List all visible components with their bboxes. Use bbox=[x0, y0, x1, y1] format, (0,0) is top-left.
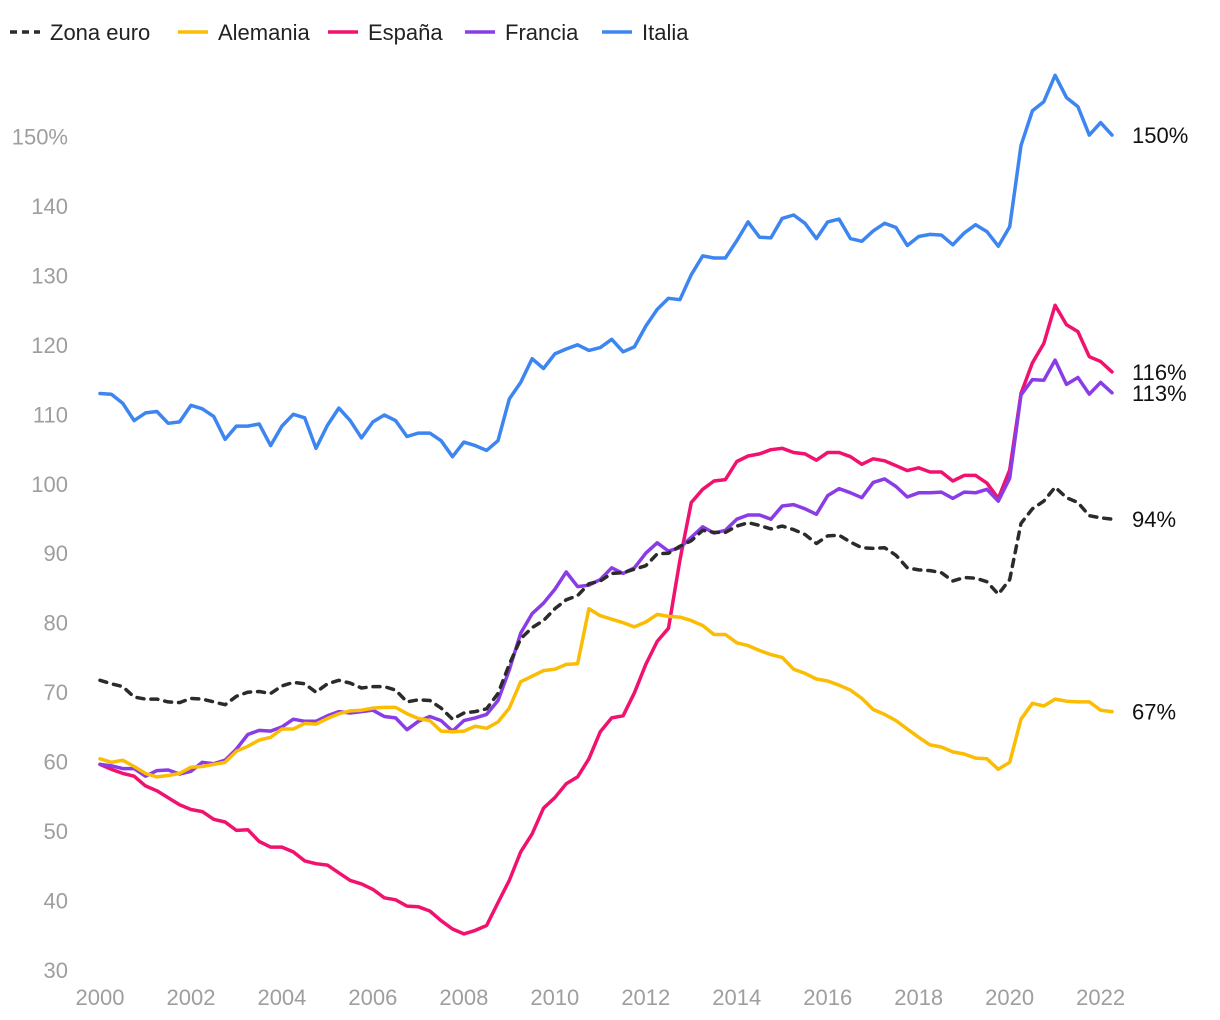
x-tick-label-2008: 2008 bbox=[439, 985, 488, 1010]
series-line-espana bbox=[98, 303, 1114, 936]
y-tick-label-150: 150% bbox=[12, 124, 68, 149]
y-tick-label-70: 70 bbox=[44, 680, 68, 705]
y-tick-label-120: 120 bbox=[31, 333, 68, 358]
end-label-espana: 116% bbox=[1132, 360, 1187, 385]
legend-label-italia: Italia bbox=[642, 20, 689, 45]
x-tick-label-2000: 2000 bbox=[76, 985, 125, 1010]
x-tick-label-2020: 2020 bbox=[985, 985, 1034, 1010]
x-tick-label-2004: 2004 bbox=[257, 985, 306, 1010]
legend-label-alemania: Alemania bbox=[218, 20, 310, 45]
series-line-francia bbox=[98, 358, 1114, 778]
end-label-italia: 150% bbox=[1132, 123, 1188, 148]
end-labels: 150% 116%113% 94% 67% bbox=[1132, 123, 1188, 725]
x-tick-label-2022: 2022 bbox=[1076, 985, 1125, 1010]
y-tick-label-50: 50 bbox=[44, 819, 68, 844]
x-tick-label-2012: 2012 bbox=[621, 985, 670, 1010]
legend-item-zona-euro: Zona euro bbox=[10, 20, 150, 45]
legend-item-francia: Francia bbox=[465, 20, 579, 45]
chart-legend: Zona euro Alemania España Francia Italia bbox=[10, 20, 689, 45]
y-tick-label-40: 40 bbox=[44, 889, 68, 914]
legend-item-espana: España bbox=[328, 20, 443, 45]
x-tick-label-2014: 2014 bbox=[712, 985, 761, 1010]
series-line-zona-euro bbox=[98, 485, 1114, 721]
legend-label-zona-euro: Zona euro bbox=[50, 20, 150, 45]
x-axis: 2000 2002 2004 2006 2008 2010 2012 2014 2016 2018… bbox=[76, 985, 1126, 1010]
x-tick-label-2002: 2002 bbox=[166, 985, 215, 1010]
end-label-zona-euro: 94% bbox=[1132, 507, 1176, 532]
y-tick-label-30: 30 bbox=[44, 958, 68, 983]
end-label-alemania: 67% bbox=[1132, 700, 1176, 725]
x-tick-label-2006: 2006 bbox=[348, 985, 397, 1010]
end-label-francia: 113% bbox=[1132, 381, 1187, 406]
y-tick-label-130: 130 bbox=[31, 263, 68, 288]
y-tick-label-60: 60 bbox=[44, 750, 68, 775]
x-tick-label-2016: 2016 bbox=[803, 985, 852, 1010]
legend-label-francia: Francia bbox=[505, 20, 579, 45]
legend-item-alemania: Alemania bbox=[178, 20, 310, 45]
x-tick-label-2018: 2018 bbox=[894, 985, 943, 1010]
x-tick-label-2010: 2010 bbox=[530, 985, 579, 1010]
y-axis: 30 40 50 60 70 80 90 100 110 120 130 140 150% bbox=[12, 124, 68, 983]
y-tick-label-80: 80 bbox=[44, 611, 68, 636]
legend-item-italia: Italia bbox=[602, 20, 689, 45]
legend-label-espana: España bbox=[368, 20, 443, 45]
y-tick-label-90: 90 bbox=[44, 541, 68, 566]
y-tick-label-100: 100 bbox=[31, 472, 68, 497]
plot-area bbox=[98, 73, 1114, 936]
series-line-alemania bbox=[98, 607, 1114, 779]
y-tick-label-140: 140 bbox=[31, 194, 68, 219]
y-tick-label-110: 110 bbox=[33, 402, 68, 427]
series-line-italia bbox=[98, 73, 1114, 459]
